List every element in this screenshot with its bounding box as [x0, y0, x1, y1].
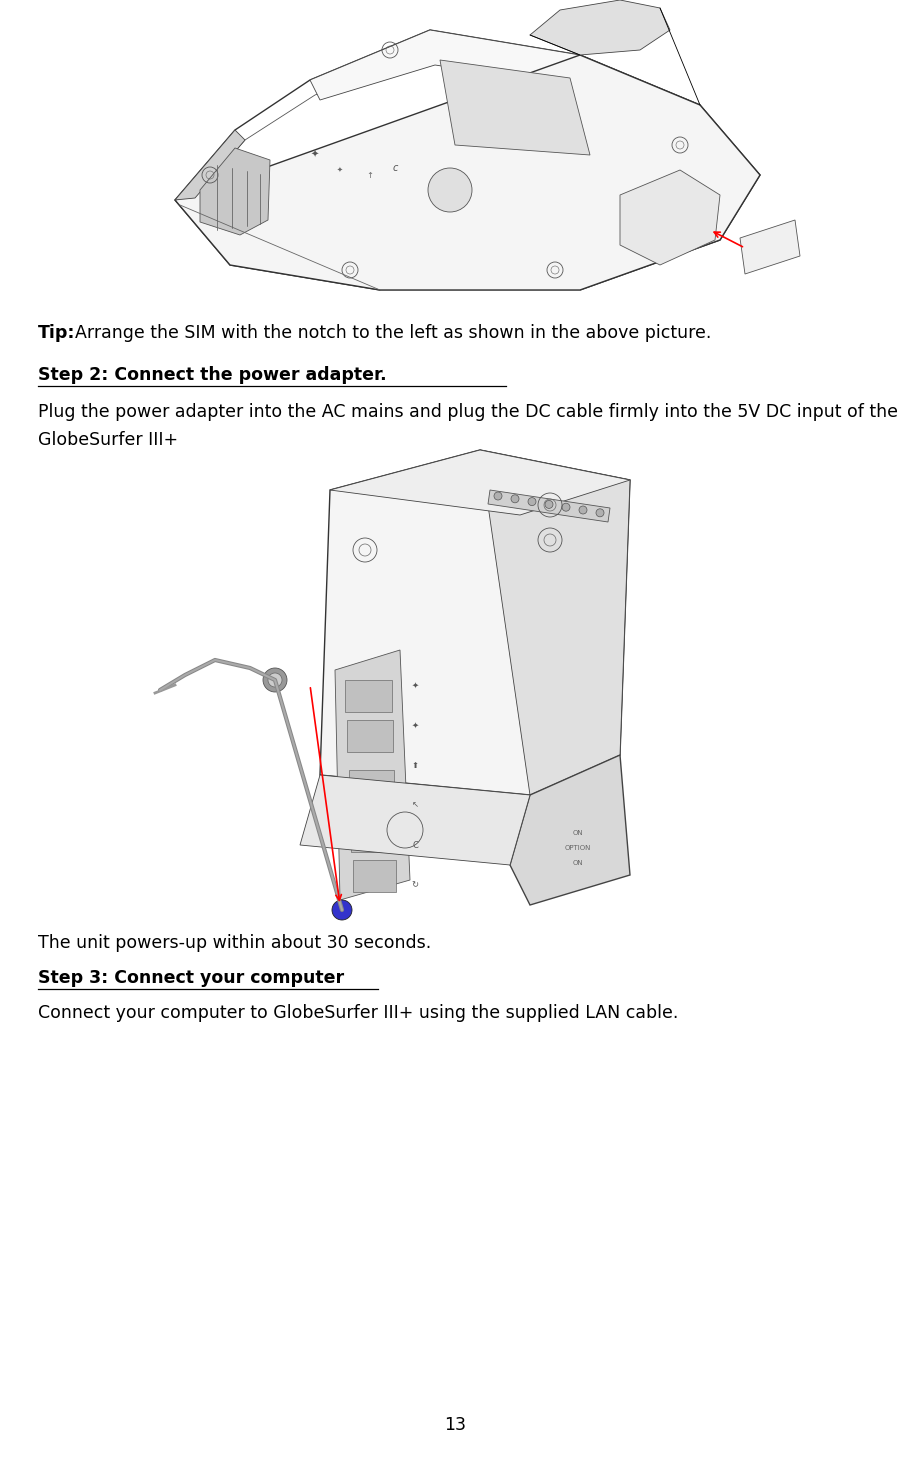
Polygon shape: [175, 56, 760, 289]
Circle shape: [263, 668, 287, 693]
Text: The unit powers-up within about 30 seconds.: The unit powers-up within about 30 secon…: [38, 935, 431, 953]
Text: Tip:: Tip:: [38, 324, 76, 342]
Polygon shape: [620, 169, 720, 264]
Text: ✦: ✦: [411, 720, 419, 729]
Circle shape: [562, 503, 570, 511]
Polygon shape: [351, 820, 395, 852]
Polygon shape: [740, 221, 800, 275]
Polygon shape: [353, 861, 396, 893]
Polygon shape: [200, 148, 270, 235]
Text: 13: 13: [444, 1416, 466, 1433]
Circle shape: [528, 498, 536, 506]
Polygon shape: [300, 774, 530, 865]
Text: ✦: ✦: [411, 681, 419, 690]
Circle shape: [268, 674, 282, 687]
Text: GlobeSurfer III+: GlobeSurfer III+: [38, 431, 178, 449]
Text: ON: ON: [572, 830, 583, 836]
Text: ↖: ↖: [411, 801, 419, 809]
Circle shape: [545, 501, 553, 508]
Text: ✦: ✦: [311, 150, 319, 161]
Text: OPTION: OPTION: [565, 844, 592, 850]
Text: Step 3: Connect your computer: Step 3: Connect your computer: [38, 969, 344, 986]
Text: Step 2: Connect the power adapter.: Step 2: Connect the power adapter.: [38, 367, 387, 384]
Polygon shape: [440, 60, 590, 155]
Polygon shape: [335, 650, 410, 900]
Circle shape: [596, 508, 604, 517]
Text: ✦: ✦: [337, 167, 343, 172]
Polygon shape: [345, 679, 392, 712]
Text: c: c: [392, 164, 398, 172]
Polygon shape: [175, 130, 245, 200]
Circle shape: [511, 495, 519, 503]
Text: C: C: [412, 840, 418, 849]
Circle shape: [332, 900, 352, 920]
Text: ↻: ↻: [411, 881, 419, 890]
Text: ⬆: ⬆: [411, 761, 419, 770]
Text: ON: ON: [572, 861, 583, 866]
Circle shape: [428, 168, 472, 212]
Polygon shape: [530, 0, 670, 56]
Text: Plug the power adapter into the AC mains and plug the DC cable firmly into the 5: Plug the power adapter into the AC mains…: [38, 402, 898, 421]
Polygon shape: [347, 720, 393, 752]
Circle shape: [494, 492, 502, 500]
Circle shape: [579, 506, 587, 514]
Polygon shape: [320, 450, 630, 795]
Polygon shape: [488, 489, 610, 522]
Polygon shape: [349, 770, 394, 802]
Polygon shape: [480, 450, 630, 795]
Text: Arrange the SIM with the notch to the left as shown in the above picture.: Arrange the SIM with the notch to the le…: [75, 324, 712, 342]
Text: Connect your computer to GlobeSurfer III+ using the supplied LAN cable.: Connect your computer to GlobeSurfer III…: [38, 1005, 678, 1023]
Polygon shape: [330, 450, 630, 514]
Polygon shape: [310, 31, 700, 115]
Polygon shape: [510, 755, 630, 904]
Text: ↑: ↑: [367, 171, 373, 180]
